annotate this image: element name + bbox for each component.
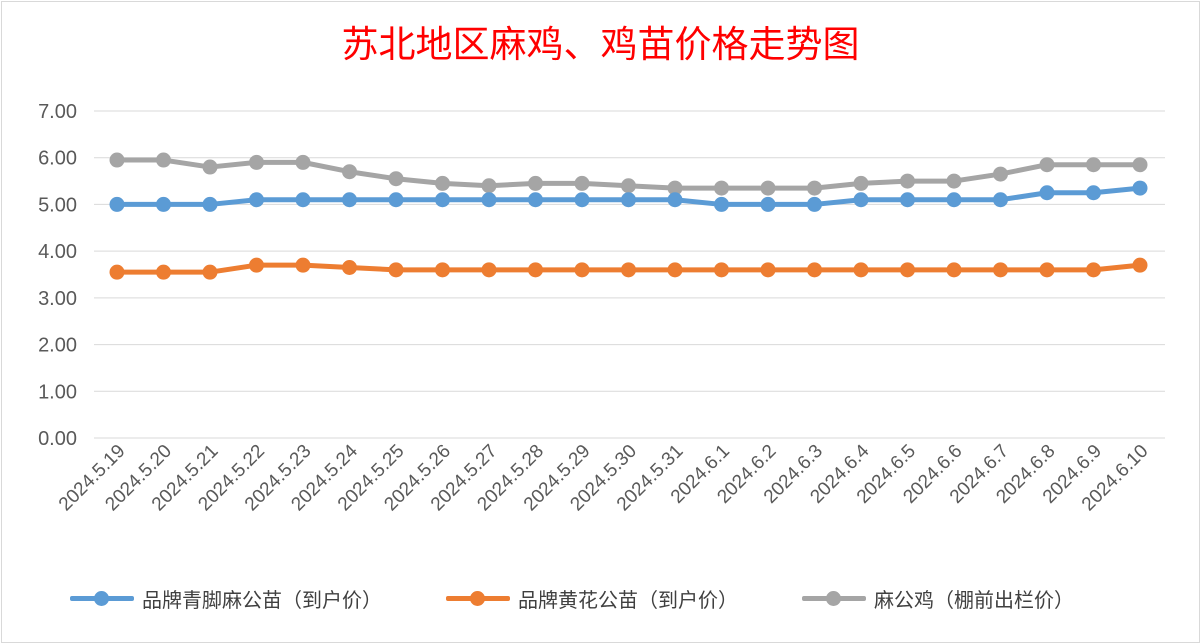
legend-label-qingjiao: 品牌青脚麻公苗（到户价） <box>142 587 382 612</box>
series-1-point-5 <box>342 259 357 275</box>
legend-item-magongji: 麻公鸡（棚前出栏价） <box>802 583 1074 613</box>
series-2-point-14 <box>760 180 776 196</box>
y-tick-label-3: 3.00 <box>38 288 77 310</box>
series-2-point-6 <box>388 171 404 187</box>
series-2-point-19 <box>993 166 1008 182</box>
series-1-point-20 <box>1039 262 1055 278</box>
series-2-point-5 <box>342 164 357 180</box>
series-0-point-13 <box>714 196 729 212</box>
series-0-point-20 <box>1039 185 1055 201</box>
series-0-point-5 <box>342 192 357 208</box>
series-1-point-16 <box>853 262 869 278</box>
series-0-point-16 <box>853 192 869 208</box>
series-2-point-21 <box>1086 157 1101 173</box>
series-2-point-16 <box>853 175 869 191</box>
series-1-point-4 <box>295 257 311 273</box>
legend-marker-qingjiao <box>94 591 109 606</box>
y-tick-label-6: 6.00 <box>38 148 77 170</box>
y-tick-label-4: 4.00 <box>38 241 77 263</box>
legend-item-qingjiao: 品牌青脚麻公苗（到户价） <box>70 583 382 613</box>
series-0-point-7 <box>435 192 450 208</box>
series-0-point-21 <box>1086 185 1101 201</box>
series-0-point-14 <box>760 196 776 212</box>
series-0-point-8 <box>481 192 497 208</box>
series-1-point-2 <box>202 264 218 280</box>
series-0-point-12 <box>667 192 683 208</box>
y-tick-label-5: 5.00 <box>38 194 77 216</box>
series-0-point-11 <box>621 192 636 208</box>
series-2-point-2 <box>202 159 218 175</box>
series-2-point-20 <box>1039 157 1055 173</box>
series-1-point-1 <box>156 264 171 280</box>
legend: 品牌青脚麻公苗（到户价） 品牌黄花公苗（到户价） 麻公鸡（棚前出栏价） <box>0 583 1201 613</box>
legend-swatch-huanghua <box>446 583 510 613</box>
series-2-point-8 <box>481 178 497 194</box>
series-1-point-14 <box>760 262 776 278</box>
series-2-point-13 <box>714 180 729 196</box>
legend-label-huanghua: 品牌黄花公苗（到户价） <box>518 587 738 612</box>
legend-marker-magongji <box>826 591 841 606</box>
series-1-point-17 <box>900 262 915 278</box>
series-0-point-2 <box>202 196 218 212</box>
series-2-point-1 <box>156 152 171 168</box>
series-2-point-18 <box>946 173 962 189</box>
series-2-point-11 <box>621 178 636 194</box>
series-0-point-1 <box>156 196 171 212</box>
series-2-point-4 <box>295 154 311 170</box>
series-2-point-12 <box>667 180 683 196</box>
series-1-point-18 <box>946 262 962 278</box>
y-tick-label-2: 2.00 <box>38 335 77 357</box>
chart-title: 苏北地区麻鸡、鸡苗价格走势图 <box>341 23 860 66</box>
series-1-point-6 <box>388 262 404 278</box>
legend-swatch-qingjiao <box>70 583 134 613</box>
series-2-point-0 <box>109 152 125 168</box>
series-1-point-3 <box>249 257 264 273</box>
series-2-point-15 <box>807 180 822 196</box>
series-2-point-10 <box>574 175 590 191</box>
series-2-point-22 <box>1132 157 1148 173</box>
series-0-point-19 <box>993 192 1008 208</box>
series-1-point-8 <box>481 262 497 278</box>
legend-label-magongji: 麻公鸡（棚前出栏价） <box>874 587 1074 612</box>
series-0-point-4 <box>295 192 311 208</box>
series-0-point-6 <box>388 192 404 208</box>
series-0-point-10 <box>574 192 590 208</box>
y-tick-label-7: 7.00 <box>38 101 77 123</box>
series-1-point-12 <box>667 262 683 278</box>
series-1-point-11 <box>621 262 636 278</box>
series-1-point-19 <box>993 262 1008 278</box>
series-2-point-17 <box>900 173 915 189</box>
series-0-point-0 <box>109 196 125 212</box>
series-1-point-21 <box>1086 262 1101 278</box>
series-2-point-3 <box>249 154 264 170</box>
series-1-point-15 <box>807 262 822 278</box>
series-0-point-3 <box>249 192 264 208</box>
legend-marker-huanghua <box>470 591 485 606</box>
series-0-point-18 <box>946 192 962 208</box>
series-1-point-13 <box>714 262 729 278</box>
series-0-point-17 <box>900 192 915 208</box>
legend-swatch-magongji <box>802 583 866 613</box>
y-tick-label-1: 1.00 <box>38 381 77 403</box>
series-1-point-9 <box>528 262 543 278</box>
series-0-point-9 <box>528 192 543 208</box>
series-2-point-9 <box>528 175 543 191</box>
y-tick-label-0: 0.00 <box>38 428 77 450</box>
series-0-point-15 <box>807 196 822 212</box>
series-2-point-7 <box>435 175 450 191</box>
series-1-point-22 <box>1132 257 1148 273</box>
series-0-point-22 <box>1132 180 1148 196</box>
series-1-point-10 <box>574 262 590 278</box>
series-1-point-0 <box>109 264 125 280</box>
legend-item-huanghua: 品牌黄花公苗（到户价） <box>446 583 738 613</box>
series-1-point-7 <box>435 262 450 278</box>
